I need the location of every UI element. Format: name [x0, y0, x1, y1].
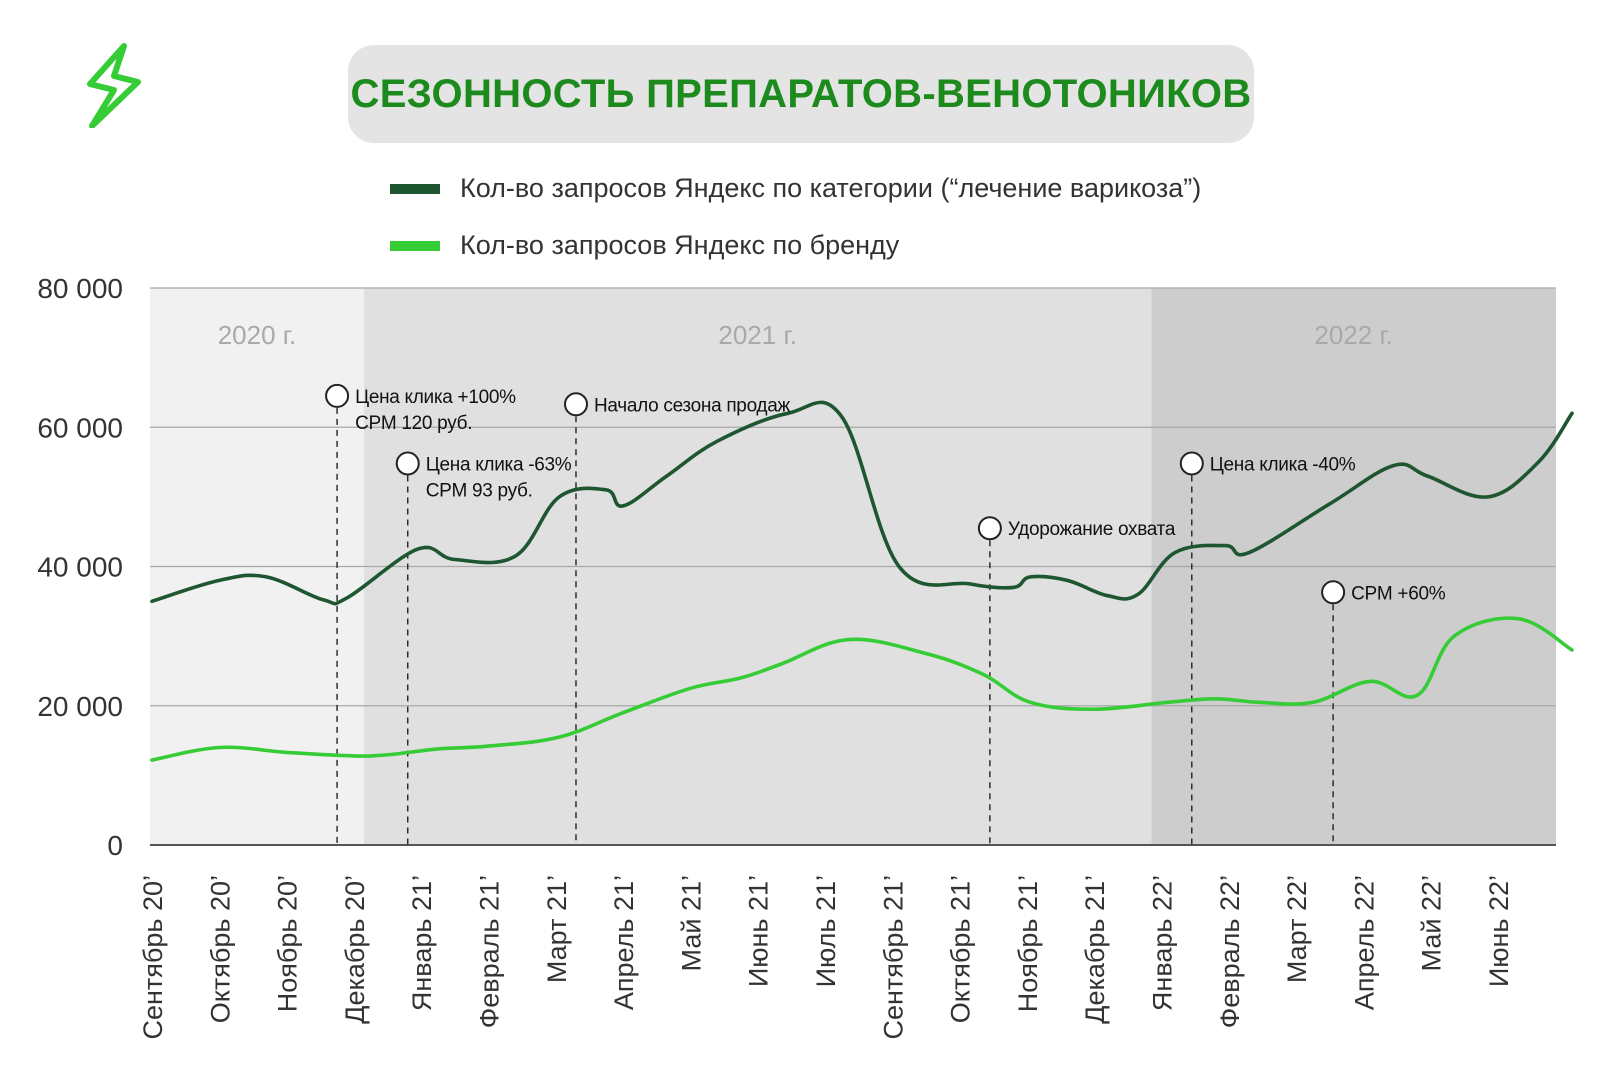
annotation-marker [395, 451, 420, 476]
x-tick-label: Июль 21’ [811, 875, 841, 987]
annotation-marker [325, 383, 350, 408]
period-label: 2022 г. [1314, 320, 1393, 350]
lightning-bolt-icon [87, 43, 141, 128]
annotation-marker [977, 516, 1002, 541]
annotation-label: Цена клика +100% [355, 387, 516, 408]
x-tick-label: Июнь 21’ [744, 875, 774, 987]
y-tick-label: 60 000 [37, 412, 123, 443]
annotation-label: Начало сезона продаж [594, 395, 790, 416]
x-tick-label: Ноябрь 20’ [273, 875, 303, 1012]
x-tick-label: Январь 21’ [407, 875, 437, 1011]
annotation-marker [563, 392, 588, 417]
x-tick-label: Июнь 22’ [1484, 875, 1514, 987]
annotation-label: CPM 120 руб. [355, 413, 472, 434]
series-line-brand [150, 616, 1574, 762]
legend-swatch-light [390, 240, 440, 251]
period-label: 2021 г. [718, 320, 797, 350]
x-tick-label: Май 22’ [1417, 875, 1447, 971]
title-banner: СЕЗОННОСТЬ ПРЕПАРАТОВ-ВЕНОТОНИКОВ [348, 45, 1254, 143]
legend-item-category: Кол-во запросов Яндекс по категории (“ле… [390, 173, 1201, 204]
legend-label: Кол-во запросов Яндекс по бренду [460, 230, 900, 260]
annotation-label: CPM +60% [1351, 583, 1446, 604]
page-title: СЕЗОННОСТЬ ПРЕПАРАТОВ-ВЕНОТОНИКОВ [350, 71, 1252, 116]
x-tick-label: Январь 22’ [1148, 875, 1178, 1011]
annotation-label: Цена клика -40% [1210, 454, 1356, 475]
x-tick-label: Май 21’ [676, 875, 706, 971]
legend-label: Кол-во запросов Яндекс по категории (“ле… [460, 173, 1202, 203]
y-tick-label: 0 [107, 830, 123, 861]
x-tick-label: Декабрь 20’ [340, 875, 370, 1024]
x-tick-label: Сентябрь 21’ [878, 875, 908, 1039]
annotation-marker [1179, 451, 1204, 476]
y-tick-label: 80 000 [37, 273, 123, 304]
y-tick-label: 20 000 [37, 691, 123, 722]
x-tick-label: Апрель 22’ [1349, 875, 1379, 1010]
x-tick-label: Апрель 21’ [609, 875, 639, 1010]
annotation-marker [1321, 580, 1346, 605]
annotation-label: Цена клика -63% [426, 454, 572, 475]
period-label: 2020 г. [218, 320, 297, 350]
legend-item-brand: Кол-во запросов Яндекс по бренду [390, 230, 899, 261]
x-tick-label: Октябрь 21’ [946, 875, 976, 1023]
annotation-label: Удорожание охвата [1008, 519, 1176, 540]
x-tick-label: Февраль 22’ [1215, 875, 1245, 1028]
x-tick-label: Октябрь 20’ [205, 875, 235, 1023]
x-tick-label: Сентябрь 20’ [138, 875, 168, 1040]
x-tick-label: Февраль 21’ [475, 875, 505, 1028]
x-tick-label: Март 22’ [1282, 875, 1312, 983]
legend-swatch-dark [390, 183, 440, 194]
series-line-category [150, 400, 1574, 606]
annotation-label: CPM 93 руб. [426, 480, 533, 501]
x-tick-label: Март 21’ [542, 875, 572, 983]
y-tick-label: 40 000 [37, 552, 123, 583]
x-tick-label: Декабрь 21’ [1080, 875, 1110, 1024]
x-tick-label: Ноябрь 21’ [1013, 875, 1043, 1012]
